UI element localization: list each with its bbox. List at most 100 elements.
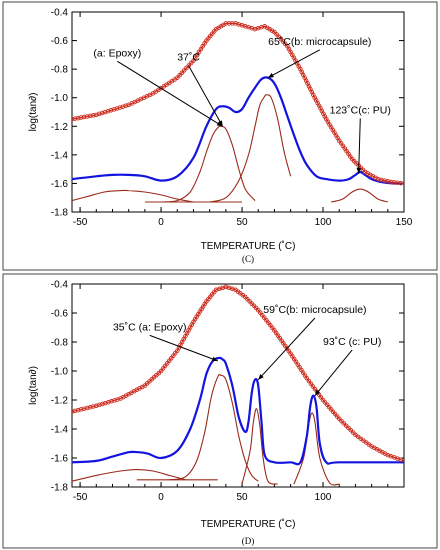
annotation-arrow <box>267 49 321 79</box>
data-point-marker <box>72 116 75 122</box>
series-group <box>72 284 404 486</box>
data-point-marker <box>78 407 84 412</box>
panel-caption: (D) <box>242 536 255 546</box>
data-point-marker <box>186 63 192 68</box>
y-tick-label: -0.8 <box>51 338 69 349</box>
annotation-arrowhead <box>211 356 218 362</box>
x-tick-label: -50 <box>73 217 88 228</box>
data-point-marker <box>111 107 117 112</box>
x-tick-label: 100 <box>315 492 332 503</box>
annotation-label: 59˚C(b: microcapsule) <box>263 304 366 316</box>
data-point-marker <box>75 407 81 413</box>
x-axis-title: TEMPERATURE (˚C) <box>201 518 296 530</box>
data-point-marker <box>114 106 120 111</box>
data-point-marker <box>91 404 96 409</box>
x-tick-label: 50 <box>236 492 248 503</box>
annotation-arrowhead <box>267 73 274 78</box>
data-point-marker <box>312 386 318 392</box>
annotation-label: 37˚C <box>177 52 200 64</box>
annotation-arrowhead <box>217 120 223 127</box>
data-point-marker <box>72 409 75 414</box>
y-tick-label: -1.6 <box>51 454 69 465</box>
y-tick-label: -1.6 <box>51 179 69 190</box>
data-point-marker <box>84 405 90 411</box>
series-line-peak-fit <box>169 374 259 482</box>
y-tick-label: -1.8 <box>51 483 69 494</box>
y-tick-label: -0.4 <box>51 280 69 291</box>
data-point-marker <box>398 457 404 462</box>
annotation-arrow <box>117 60 223 127</box>
data-point-marker <box>84 114 90 119</box>
annotation-arrowhead <box>356 167 362 174</box>
data-point-marker <box>282 41 288 47</box>
y-tick-label: -1.0 <box>51 93 69 104</box>
y-tick-label: -1.4 <box>51 150 69 161</box>
plot-area-frame <box>71 283 405 488</box>
y-tick-label: -0.6 <box>51 36 69 47</box>
data-point-marker <box>398 180 404 186</box>
annotation-arrow <box>188 65 224 127</box>
y-tick-label: -1.0 <box>51 367 69 378</box>
data-point-marker <box>341 421 347 426</box>
data-point-marker <box>350 430 356 435</box>
annotation-arrowhead <box>314 389 321 396</box>
chart-c-svg: -50 0 50 100 150 -0.4 -0.6 -0.8 -1.0 -1.2 -1.4 -1.6… <box>2 1 438 271</box>
series-line-peak-fit <box>72 189 194 203</box>
x-tick-label: 150 <box>396 217 413 228</box>
data-point-marker <box>175 75 180 80</box>
panel-caption: (C) <box>242 254 254 264</box>
data-point-marker <box>184 65 189 71</box>
x-tick-label: 0 <box>158 217 164 228</box>
data-point-marker <box>274 32 279 37</box>
series-line-peak-fit <box>330 188 388 203</box>
series-line-peak-fit <box>209 94 292 203</box>
x-tick-label: 50 <box>236 217 248 228</box>
series-line-total-fit <box>72 356 404 466</box>
chart-panel-c: -50 0 50 100 150 -0.4 -0.6 -0.8 -1.0 -1.2 -1.4 -1.6… <box>0 0 440 272</box>
annotation-arrow <box>257 317 316 381</box>
data-point-marker <box>91 113 96 118</box>
series-line-peak-fit <box>161 125 256 203</box>
x-tick-label: 100 <box>315 217 332 228</box>
panel-border <box>2 273 438 549</box>
series-line-peak-fit <box>293 412 340 486</box>
data-point-marker <box>181 68 187 73</box>
data-point-marker <box>188 60 194 66</box>
y-tick-label: -1.2 <box>51 122 69 133</box>
y-tick-label: -0.4 <box>51 8 69 19</box>
annotation-label: 35˚C (a: Epoxy) <box>113 321 187 333</box>
chart-d-svg: -50 0 50 100 -0.4 -0.6 -0.8 -1.0 -1.2 -1.4 -1.6 -1.… <box>2 273 438 549</box>
data-point-marker <box>272 29 277 35</box>
y-tick-label: -1.8 <box>51 208 69 219</box>
y-tick-label: -1.4 <box>51 425 69 436</box>
chart-panel-d: -50 0 50 100 -0.4 -0.6 -0.8 -1.0 -1.2 -1.4 -1.6 -1.… <box>0 272 440 550</box>
data-point-marker <box>105 108 111 114</box>
data-point-marker <box>339 418 344 424</box>
data-point-marker <box>278 36 284 42</box>
data-point-marker <box>99 110 105 116</box>
x-tick-label: -50 <box>73 492 88 503</box>
annotation-arrow <box>358 118 361 174</box>
annotation-label: 93˚C (c: PU) <box>323 336 381 348</box>
annotation-label: (a: Epoxy) <box>93 47 141 59</box>
annotation-label: 65˚C(b: microcapsule) <box>268 36 371 48</box>
data-point-marker <box>120 104 126 109</box>
data-point-marker <box>348 427 354 433</box>
data-point-marker <box>343 423 349 428</box>
data-point-marker <box>177 73 182 78</box>
annotation-arrow <box>314 349 353 396</box>
plot-area-frame <box>71 11 405 213</box>
annotation-label: 123˚C(c: PU) <box>330 104 391 116</box>
x-tick-label: 0 <box>158 492 164 503</box>
y-tick-label: -0.6 <box>51 309 69 320</box>
y-axis-title: log(tan∂) <box>28 366 39 405</box>
y-tick-label: -0.8 <box>51 65 69 76</box>
y-axis-title: log(tan∂) <box>28 93 39 132</box>
annotation-arrowhead <box>258 374 264 380</box>
panel-border <box>2 1 438 271</box>
data-point-marker <box>179 70 185 76</box>
series-line-peak-fit <box>241 408 278 485</box>
data-point-marker <box>336 416 342 422</box>
x-axis-title: TEMPERATURE (˚C) <box>201 240 296 252</box>
series-line-peak-fit <box>72 469 186 482</box>
